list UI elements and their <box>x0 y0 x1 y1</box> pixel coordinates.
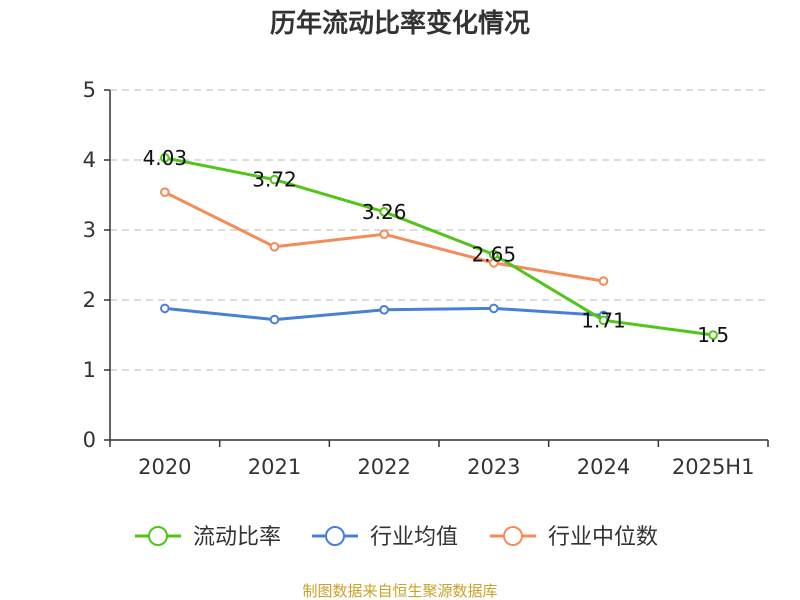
x-tick-label: 2021 <box>248 455 301 479</box>
data-point[interactable] <box>598 276 609 286</box>
data-point[interactable] <box>269 242 280 252</box>
data-point[interactable] <box>269 314 280 325</box>
data-point[interactable] <box>269 174 280 185</box>
data-point[interactable] <box>160 153 170 163</box>
chart-title: 历年流动比率变化情况 <box>270 8 530 39</box>
data-point[interactable] <box>379 305 389 315</box>
data-labels: 4.03 3.72 3.26 2.65 1.71 1.5 <box>143 146 730 347</box>
data-point[interactable] <box>379 229 389 239</box>
y-tick-label: 0 <box>83 428 96 452</box>
axes: 0 1 2 3 4 5 2020 2021 2022 2023 2024 2025H1 <box>83 78 769 479</box>
legend[interactable]: 流动比率 行业均值 行业中位数 <box>135 525 658 550</box>
legend-marker <box>503 526 523 546</box>
legend-item[interactable]: 行业均值 <box>312 525 458 550</box>
legend-item[interactable]: 行业中位数 <box>490 525 658 550</box>
data-point[interactable] <box>160 303 170 314</box>
data-label: 3.26 <box>362 200 407 224</box>
legend-marker <box>148 526 168 546</box>
data-point[interactable] <box>379 207 389 217</box>
legend-label: 行业中位数 <box>548 525 658 550</box>
data-label: 1.71 <box>581 308 626 332</box>
source-note: 制图数据来自恒生聚源数据库 <box>302 582 497 600</box>
legend-label: 流动比率 <box>193 525 281 550</box>
y-tick-label: 4 <box>83 148 96 172</box>
x-tick-label: 2025H1 <box>672 455 755 479</box>
series-lines <box>160 153 718 340</box>
y-tick-label: 2 <box>83 288 96 312</box>
y-tick-label: 3 <box>83 218 96 242</box>
data-point[interactable] <box>598 315 609 326</box>
legend-label: 行业均值 <box>370 525 458 550</box>
legend-marker <box>325 526 345 546</box>
data-label: 2.65 <box>472 243 517 267</box>
data-point[interactable] <box>160 187 170 197</box>
grid-lines <box>110 89 768 371</box>
data-point[interactable] <box>708 330 718 340</box>
data-label: 3.72 <box>252 168 297 192</box>
y-tick-label: 1 <box>83 358 96 382</box>
data-label: 4.03 <box>143 146 188 170</box>
data-label: 1.5 <box>697 323 729 347</box>
x-tick-label: 2023 <box>467 455 520 479</box>
data-point[interactable] <box>489 303 499 314</box>
x-tick-label: 2024 <box>577 455 630 479</box>
series-line <box>164 156 714 337</box>
x-tick-label: 2020 <box>138 455 191 479</box>
x-tick-label: 2022 <box>357 455 410 479</box>
y-tick-label: 5 <box>83 78 96 102</box>
legend-item[interactable]: 流动比率 <box>135 525 281 550</box>
data-point[interactable] <box>489 249 499 260</box>
